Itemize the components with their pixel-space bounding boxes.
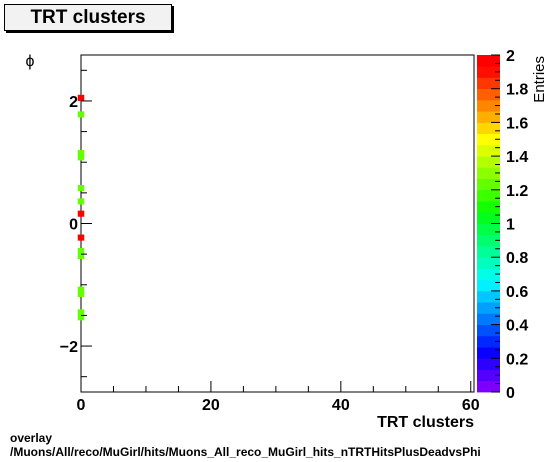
- color-scale-swatch: [477, 313, 500, 325]
- heatmap-cell: [77, 198, 85, 205]
- color-scale-swatch: [477, 111, 500, 123]
- color-scale-label: Entries: [531, 56, 546, 103]
- color-scale-tick-label: 1.4: [506, 149, 528, 166]
- color-scale-swatch: [477, 358, 500, 370]
- color-scale-swatch: [477, 347, 500, 359]
- heatmap-cell: [77, 309, 85, 316]
- heatmap-cell: [77, 210, 85, 217]
- heatmap-cell: [77, 248, 85, 255]
- chart-title: TRT clusters: [4, 4, 172, 31]
- plot-frame: [80, 54, 475, 393]
- color-scale-swatch: [477, 189, 500, 202]
- heatmap-cell: [77, 290, 85, 298]
- x-tick-label: 40: [332, 397, 350, 414]
- color-scale-swatch: [477, 178, 500, 191]
- heatmap-cell: [77, 154, 85, 161]
- color-scale-swatch: [477, 77, 500, 90]
- heatmap-cells: [77, 94, 85, 321]
- color-scale-swatch: [477, 335, 500, 348]
- color-scale-swatch: [477, 257, 500, 269]
- heatmap-cell: [77, 234, 85, 241]
- y-tick-label: −2: [60, 339, 78, 356]
- color-scale-swatch: [477, 156, 500, 168]
- color-scale-swatch: [477, 234, 500, 247]
- color-scale-tick-label: 0.4: [506, 318, 528, 335]
- x-tick-label: 0: [77, 397, 86, 414]
- x-axis-label: TRT clusters: [377, 414, 474, 431]
- color-scale-tick-label: 1.2: [506, 183, 528, 200]
- color-scale-tick-label: 1.6: [506, 115, 528, 132]
- color-scale-swatch: [477, 55, 500, 67]
- heatmap-cell: [77, 94, 85, 101]
- color-scale-swatch: [477, 268, 500, 281]
- x-axis: 0 20 40 60: [77, 381, 480, 414]
- color-scale-swatch: [477, 144, 500, 157]
- color-scale-swatch: [477, 223, 500, 236]
- color-scale-swatch: [477, 279, 500, 292]
- heatmap-cell: [77, 149, 85, 157]
- x-tick-label: 60: [462, 397, 480, 414]
- y-axis: −2 0 2: [60, 69, 92, 378]
- heatmap-cell: [77, 314, 85, 321]
- heatmap-cell: [77, 111, 85, 118]
- color-scale-swatch: [477, 302, 500, 314]
- footer-line-1: overlay: [10, 431, 53, 445]
- footer: overlay /Muons/All/reco/MuGirl/hits/Muon…: [10, 431, 481, 459]
- y-tick-label: 2: [69, 94, 78, 111]
- color-scale-swatch: [477, 66, 500, 78]
- color-scale-swatch: [477, 99, 500, 112]
- color-scale: 0 0.2 0.4 0.6 0.8 1 1.2 1.4 1.6 1.8 2: [477, 48, 528, 402]
- y-axis-label: ϕ: [26, 53, 35, 70]
- color-scale-tick-label: 2: [506, 48, 515, 65]
- color-scale-swatch: [477, 133, 500, 146]
- color-scale-tick-label: 1.8: [506, 82, 528, 99]
- heatmap-cell: [77, 252, 85, 260]
- color-scale-swatch: [477, 167, 500, 179]
- footer-line-2: /Muons/All/reco/MuGirl/hits/Muons_All_re…: [10, 445, 481, 459]
- color-scale-tick-label: 0.8: [506, 250, 528, 267]
- color-scale-tick-label: 0: [506, 385, 515, 402]
- x-tick-label: 20: [202, 397, 220, 414]
- color-scale-tick-label: 1: [506, 217, 515, 234]
- color-scale-swatch: [477, 122, 500, 135]
- heatmap-cell: [77, 184, 85, 192]
- color-scale-swatch: [477, 369, 500, 382]
- color-scale-swatch: [477, 290, 500, 303]
- color-scale-swatch: [477, 324, 500, 337]
- color-scale-tick-label: 0.6: [506, 284, 528, 301]
- color-scale-swatch: [477, 212, 500, 224]
- heatmap-cell: [77, 286, 85, 293]
- color-scale-swatch: [477, 88, 500, 101]
- y-tick-label: 0: [69, 217, 78, 234]
- color-scale-swatch: [477, 245, 500, 258]
- color-scale-tick-label: 0.2: [506, 351, 528, 368]
- color-scale-swatch: [477, 201, 500, 213]
- color-scale-swatch: [477, 380, 500, 393]
